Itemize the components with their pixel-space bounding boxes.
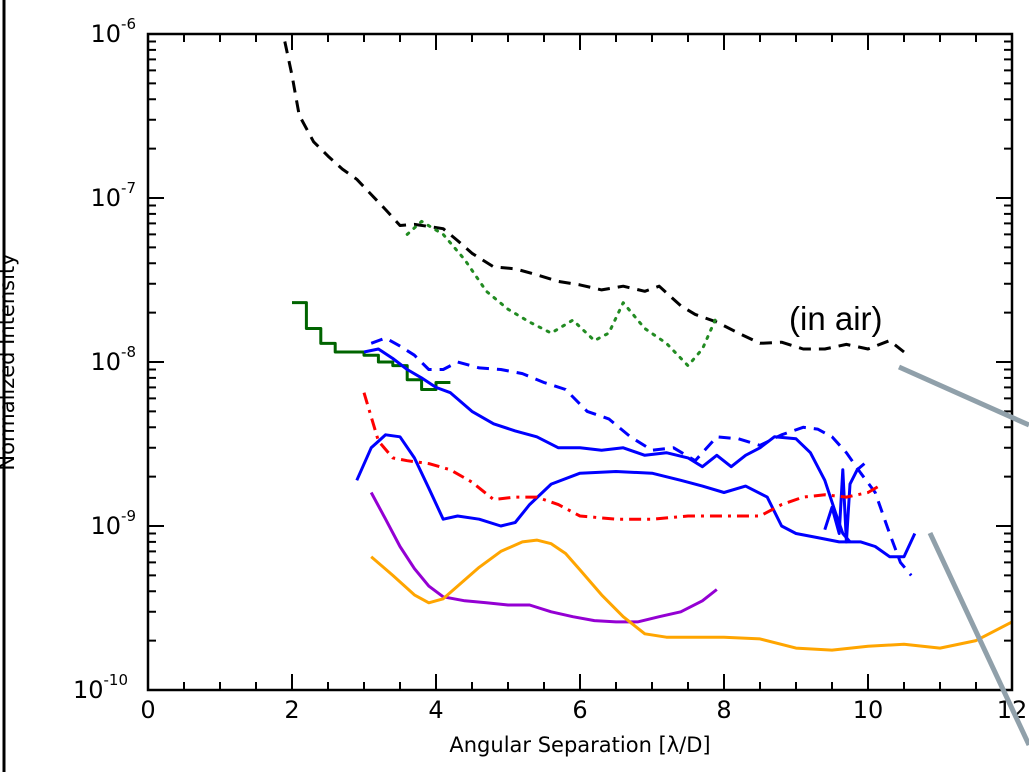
y-tick-label: 10-9 bbox=[90, 507, 136, 540]
series-line-3 bbox=[292, 301, 451, 391]
x-tick-label: 2 bbox=[284, 696, 299, 724]
data-series bbox=[283, 41, 1012, 652]
plot-frame bbox=[146, 32, 1014, 692]
series-line-2 bbox=[405, 219, 719, 368]
callout-line-lower bbox=[927, 531, 1029, 747]
series-line-8 bbox=[362, 392, 884, 521]
x-tick-label: 8 bbox=[716, 696, 731, 724]
tick-marks bbox=[147, 33, 1013, 691]
y-axis-title: Normalized Intensity bbox=[0, 253, 19, 470]
series-line-4 bbox=[370, 336, 913, 577]
series-line-5 bbox=[363, 347, 852, 543]
x-tick-label: 6 bbox=[572, 696, 587, 724]
series-line-6 bbox=[355, 433, 917, 559]
series-line-10 bbox=[370, 538, 1012, 652]
x-tick-label: 4 bbox=[428, 696, 443, 724]
series-line-7 bbox=[823, 462, 866, 544]
series-line-9 bbox=[369, 491, 718, 624]
callout-line-upper bbox=[897, 364, 1029, 428]
x-tick-label: 0 bbox=[140, 696, 155, 724]
series-line-1 bbox=[283, 41, 905, 354]
x-tick-label: 10 bbox=[853, 696, 884, 724]
annotation-in-air: (in air) bbox=[789, 300, 883, 337]
x-axis-title: Angular Separation [λ/D] bbox=[449, 733, 710, 757]
